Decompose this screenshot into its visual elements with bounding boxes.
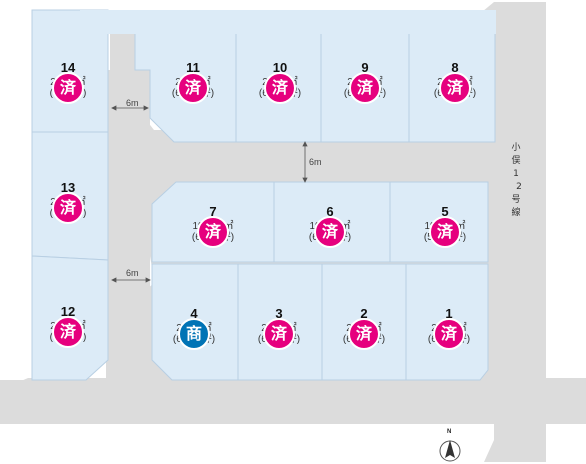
center-road bbox=[130, 140, 496, 182]
commercial-badge: 商 bbox=[178, 318, 210, 350]
lot-number: 10 bbox=[272, 60, 288, 75]
sold-badge: 済 bbox=[429, 216, 461, 248]
north-label: N bbox=[447, 429, 452, 435]
sold-badge: 済 bbox=[314, 216, 346, 248]
lot-number: 6 bbox=[326, 204, 334, 219]
sold-badge: 済 bbox=[349, 72, 381, 104]
sold-badge: 済 bbox=[177, 72, 209, 104]
west-road-width-label: 6m bbox=[126, 98, 139, 108]
lot-number: 3 bbox=[275, 306, 283, 321]
sold-badge: 済 bbox=[439, 72, 471, 104]
north-arrow-icon bbox=[439, 440, 461, 462]
lot-number: 1 bbox=[445, 306, 453, 321]
lot-number: 7 bbox=[209, 204, 217, 219]
lot-number: 8 bbox=[451, 60, 459, 75]
sold-badge: 済 bbox=[197, 216, 229, 248]
lower-west-road-width-label: 6m bbox=[126, 268, 139, 278]
lot-number: 13 bbox=[60, 180, 76, 195]
sold-badge: 済 bbox=[52, 72, 84, 104]
center-road-width-label: 6m bbox=[309, 157, 322, 167]
west-road bbox=[106, 70, 150, 390]
sold-badge: 済 bbox=[52, 192, 84, 224]
sold-badge: 済 bbox=[433, 318, 465, 350]
lot-number: 9 bbox=[361, 60, 369, 75]
lot-number: 14 bbox=[60, 60, 76, 75]
sold-badge: 済 bbox=[263, 318, 295, 350]
sold-badge: 済 bbox=[52, 316, 84, 348]
lot-number: 4 bbox=[190, 306, 198, 321]
lot-number: 12 bbox=[60, 304, 76, 319]
lot-number: 2 bbox=[360, 306, 368, 321]
lot-number: 5 bbox=[441, 204, 449, 219]
sold-badge: 済 bbox=[264, 72, 296, 104]
sold-badge: 済 bbox=[348, 318, 380, 350]
lot-number: 11 bbox=[186, 60, 200, 75]
street-name-label: 小 俣 12 号 線 bbox=[511, 143, 522, 218]
